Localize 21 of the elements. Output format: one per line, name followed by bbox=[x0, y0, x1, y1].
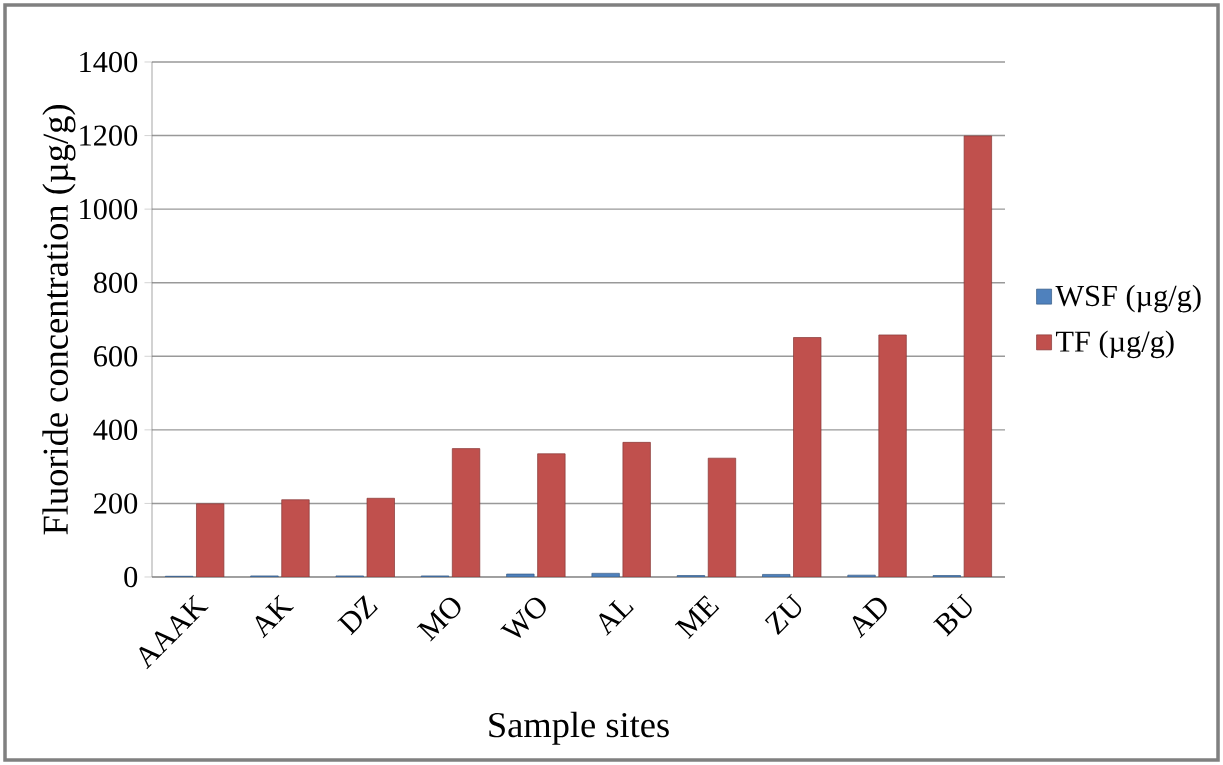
y-tick-label: 1200 bbox=[80, 125, 138, 146]
x-tick-label: MO bbox=[416, 597, 461, 642]
y-tick-label: 800 bbox=[93, 272, 138, 293]
x-tick-label: AL bbox=[599, 599, 634, 636]
legend-label: WSF (µg/g) bbox=[1055, 284, 1201, 313]
y-tick-label: 1400 bbox=[80, 51, 138, 73]
x-tick-label: WO bbox=[500, 597, 546, 638]
legend-label: TF (µg/g) bbox=[1055, 330, 1174, 359]
x-tick-label: AK bbox=[255, 594, 294, 639]
y-tick-label: 1000 bbox=[80, 198, 138, 220]
y-axis-title: Fluoride concentration (µg/g) bbox=[42, 105, 76, 535]
x-tick-label: AD bbox=[852, 597, 887, 639]
x-tick-label: ZU bbox=[764, 593, 802, 635]
x-tick-label: BU bbox=[933, 593, 972, 637]
y-tick-label: 0 bbox=[124, 566, 138, 588]
x-axis-title: Sample sites bbox=[489, 711, 669, 745]
x-tick-label: ME bbox=[674, 595, 720, 639]
x-tick-label: DZ bbox=[337, 595, 378, 636]
y-tick-label: 400 bbox=[93, 419, 138, 441]
y-tick-label: 600 bbox=[94, 346, 138, 367]
y-tick-label: 200 bbox=[94, 493, 138, 514]
